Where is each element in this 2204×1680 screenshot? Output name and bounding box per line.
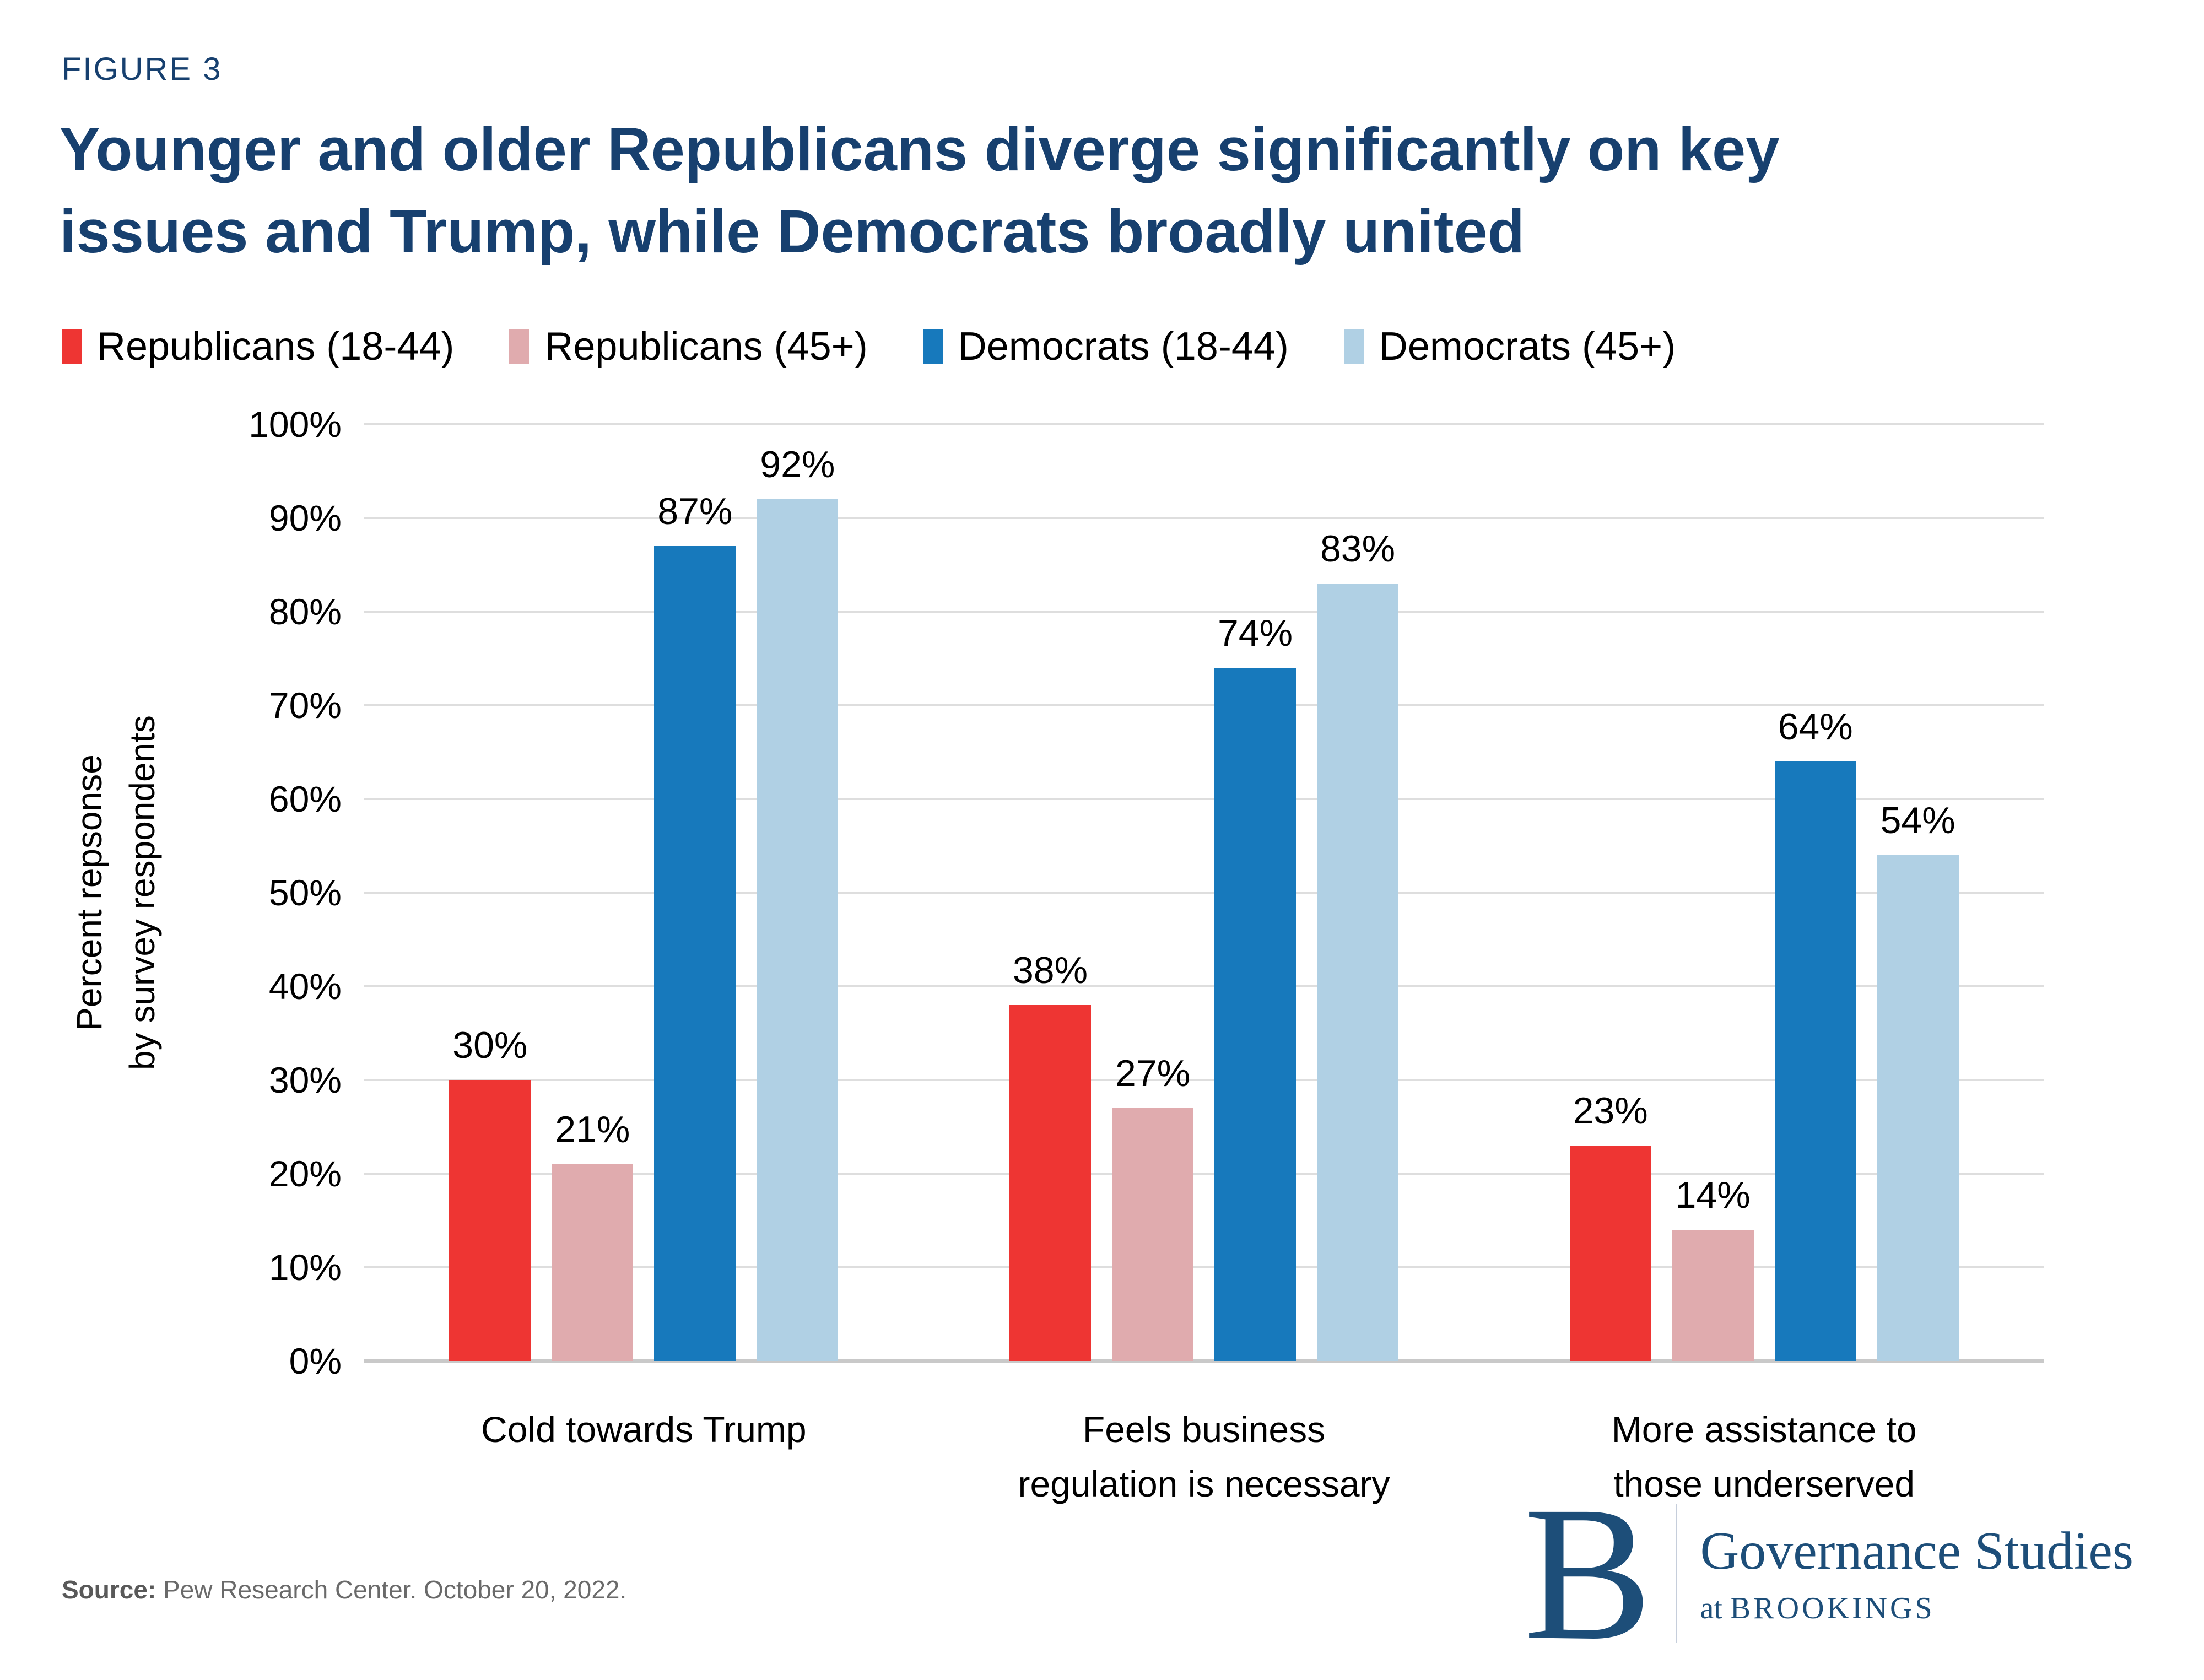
gridline-40% xyxy=(364,985,2044,987)
legend-item: Democrats (45+) xyxy=(1343,324,1676,369)
bar-cell: 27% xyxy=(1112,1052,1193,1361)
source-label: Source: xyxy=(62,1575,156,1604)
y-tick-label: 30% xyxy=(268,1060,342,1100)
bar-value-label: 21% xyxy=(555,1109,630,1150)
gridline-80% xyxy=(364,611,2044,613)
bar-republicans-18-44 xyxy=(1569,1146,1651,1361)
bar-cell: 14% xyxy=(1672,1174,1754,1361)
legend-swatch-icon xyxy=(509,329,530,364)
y-tick-label: 80% xyxy=(268,591,342,632)
bar-value-label: 83% xyxy=(1320,528,1396,570)
bar-cell: 30% xyxy=(449,1024,531,1361)
category-label: Feels business regulation is necessary xyxy=(1018,1409,1390,1504)
gridline-20% xyxy=(364,1173,2044,1175)
legend-swatch-icon xyxy=(62,329,82,364)
chart-title-line-1: Younger and older Republicans diverge si… xyxy=(60,116,1780,183)
bar-value-label: 38% xyxy=(1012,949,1088,991)
logo-at-brookings: at BROOKINGS xyxy=(1700,1591,1935,1625)
gridline-60% xyxy=(364,798,2044,800)
brookings-b-mark: B xyxy=(1524,1466,1652,1680)
chart-title-line-2: issues and Trump, while Democrats broadl… xyxy=(60,197,1525,266)
bar-democrats-18-44 xyxy=(1774,761,1856,1361)
bar-value-label: 14% xyxy=(1675,1174,1751,1216)
bar-democrats-18-44 xyxy=(1214,668,1296,1361)
gridline-70% xyxy=(364,704,2044,706)
y-tick-label: 10% xyxy=(268,1247,342,1288)
x-axis-labels: Cold towards Trump Feels business regulati… xyxy=(364,1402,2044,1511)
y-tick-label: 0% xyxy=(289,1341,342,1381)
bar-republicans-45 xyxy=(1672,1230,1754,1361)
bar-cell: 64% xyxy=(1774,705,1856,1361)
bar-cell: 54% xyxy=(1877,799,1959,1361)
y-axis-ticks: 100% 90% 80% 70% 60% 50% 40% 30% 20% 10% 0% xyxy=(0,405,342,1380)
bar-value-label: 27% xyxy=(1115,1052,1191,1094)
bar-value-label: 92% xyxy=(760,444,835,485)
legend-item: Republicans (45+) xyxy=(509,324,868,369)
bar-cell: 92% xyxy=(757,443,839,1361)
logo-divider xyxy=(1675,1504,1677,1643)
bar-democrats-45 xyxy=(1877,855,1959,1361)
gridline-0% xyxy=(364,1359,2044,1363)
legend-label: Republicans (18-44) xyxy=(97,325,455,369)
bar-democrats-45 xyxy=(1317,584,1398,1361)
brookings-logo: B Governance Studies at BROOKINGS xyxy=(1524,1466,2134,1680)
bar-group: 38% 27% 74% 83% xyxy=(924,424,1484,1361)
bar-value-label: 30% xyxy=(452,1024,528,1066)
bar-cell: 38% xyxy=(1009,949,1091,1361)
bar-value-label: 23% xyxy=(1573,1090,1648,1132)
bar-cell: 74% xyxy=(1214,612,1296,1361)
y-tick-label: 100% xyxy=(249,404,342,445)
bar-group: 30% 21% 87% 92% xyxy=(364,424,924,1361)
legend-label: Democrats (45+) xyxy=(1379,325,1676,369)
bar-republicans-45 xyxy=(1112,1108,1193,1361)
bar-democrats-18-44 xyxy=(654,546,736,1361)
bar-value-label: 74% xyxy=(1217,612,1293,654)
y-tick-label: 50% xyxy=(268,872,342,913)
bar-republicans-45 xyxy=(552,1164,634,1361)
bar-cell: 23% xyxy=(1569,1089,1651,1361)
bar-cell: 21% xyxy=(552,1108,634,1361)
source-note: Source: Pew Research Center. October 20,… xyxy=(62,1575,626,1605)
legend-label: Democrats (18-44) xyxy=(958,325,1289,369)
gridline-100% xyxy=(364,423,2044,425)
gridline-90% xyxy=(364,517,2044,519)
bar-value-label: 87% xyxy=(657,490,733,532)
bar-cell: 83% xyxy=(1317,527,1398,1361)
figure-label: FIGURE 3 xyxy=(62,51,223,87)
legend-swatch-icon xyxy=(922,329,943,364)
bar-cell: 87% xyxy=(654,490,736,1361)
plot-area: 30% 21% 87% 92% 38% 27% 74% 83% 23% 14% 64% 54% xyxy=(364,423,2044,1363)
logo-governance-studies: Governance Studies xyxy=(1700,1521,2134,1581)
legend-item: Republicans (18-44) xyxy=(62,324,454,369)
bar-democrats-45 xyxy=(757,499,839,1361)
legend: Republicans (18-44) Republicans (45+) Demo… xyxy=(62,324,1676,369)
legend-item: Democrats (18-44) xyxy=(922,324,1289,369)
y-tick-label: 90% xyxy=(268,498,342,538)
bar-groups: 30% 21% 87% 92% 38% 27% 74% 83% 23% 14% 64% 54% xyxy=(364,424,2044,1361)
gridline-50% xyxy=(364,892,2044,894)
category-label: More assistance to those underserved xyxy=(1611,1409,1917,1504)
legend-swatch-icon xyxy=(1343,329,1364,364)
gridline-10% xyxy=(364,1266,2044,1268)
source-text: Pew Research Center. October 20, 2022. xyxy=(156,1575,627,1604)
category-label: Cold towards Trump xyxy=(481,1409,807,1450)
legend-label: Republicans (45+) xyxy=(544,325,868,369)
gridline-30% xyxy=(364,1079,2044,1081)
bar-group: 23% 14% 64% 54% xyxy=(1484,424,2044,1361)
y-tick-label: 40% xyxy=(268,966,342,1007)
bar-value-label: 54% xyxy=(1880,800,1955,841)
bar-value-label: 64% xyxy=(1778,706,1853,748)
y-tick-label: 20% xyxy=(268,1153,342,1194)
y-tick-label: 60% xyxy=(268,779,342,819)
bar-republicans-18-44 xyxy=(1009,1005,1091,1361)
bar-republicans-18-44 xyxy=(449,1080,531,1361)
y-tick-label: 70% xyxy=(268,685,342,726)
chart-title: Younger and older Republicans diverge si… xyxy=(60,109,2142,273)
